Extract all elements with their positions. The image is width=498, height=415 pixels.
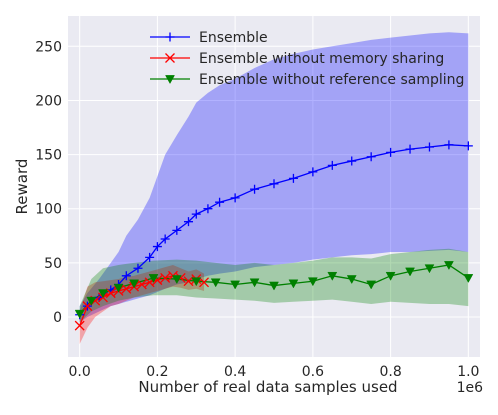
x-tick-label: 0.4 (224, 364, 246, 380)
y-tick-labels: 0 50 100 150 200 250 (35, 39, 62, 326)
series-marker-0 (405, 144, 415, 154)
series-marker-0 (152, 242, 162, 252)
legend-entry-0: Ensemble (199, 30, 268, 46)
x-tick-label: 0.0 (69, 364, 91, 380)
series-marker-2 (443, 261, 454, 270)
y-tick-label: 150 (35, 148, 62, 164)
series-marker-2 (463, 274, 474, 283)
series-marker-1 (160, 273, 171, 283)
x-tick-label: 0.6 (302, 364, 324, 380)
series-marker-2 (366, 280, 377, 290)
error-band-1 (79, 264, 205, 345)
series-marker-2 (269, 281, 279, 291)
x-tick-label: 0.8 (379, 364, 401, 380)
series-marker-2 (148, 274, 159, 283)
series-marker-2 (129, 279, 139, 289)
series-marker-1 (121, 283, 132, 294)
series-marker-2 (171, 275, 182, 285)
x-tick-label: 0.2 (146, 364, 168, 380)
series-marker-2 (346, 275, 357, 285)
series-marker-0 (327, 160, 337, 170)
series-marker-0 (133, 263, 143, 273)
series-marker-0 (160, 234, 170, 244)
series-marker-2 (424, 264, 435, 274)
series-marker-0 (191, 209, 201, 219)
y-tick-label: 250 (35, 39, 62, 55)
series-marker-0 (250, 184, 260, 194)
series-marker-2 (385, 271, 396, 281)
x-tick-labels: 0.0 0.2 0.4 0.6 0.8 1.0 (69, 364, 480, 380)
series-marker-2 (230, 280, 241, 290)
series-marker-0 (424, 142, 434, 152)
legend-entry-1: Ensemble without memory sharing (199, 51, 444, 67)
legend-marker-0 (165, 32, 175, 42)
series-marker-0 (308, 167, 318, 177)
series-marker-0 (288, 173, 298, 183)
series-marker-0 (444, 140, 454, 150)
series-marker-0 (269, 179, 279, 189)
series-marker-0 (386, 147, 396, 157)
series-marker-2 (249, 278, 260, 288)
x-axis-offset-label: 1e6 (457, 380, 484, 396)
series-marker-2 (307, 277, 318, 287)
legend-entry-2: Ensemble without reference sampling (199, 72, 464, 88)
series-marker-1 (183, 276, 194, 287)
series-markers (74, 140, 474, 331)
series-line-0 (79, 144, 469, 316)
series-marker-2 (74, 309, 85, 319)
series-marker-1 (199, 277, 209, 288)
series-marker-2 (405, 267, 415, 277)
series-marker-1 (136, 279, 147, 290)
series-marker-2 (288, 279, 299, 289)
y-axis-label: Reward (13, 159, 31, 215)
series-marker-0 (215, 197, 225, 207)
series-marker-2 (113, 283, 124, 293)
series-marker-0 (230, 193, 240, 203)
series-marker-2 (86, 296, 97, 306)
error-band-0 (79, 32, 469, 323)
legend-marker-2 (165, 75, 175, 85)
series-marker-0 (145, 252, 155, 262)
series-line-2 (79, 264, 469, 315)
x-tick-label: 1.0 (457, 364, 479, 380)
legend: Ensemble Ensemble without memory sharing E… (150, 30, 464, 88)
series-marker-1 (74, 320, 85, 331)
series-marker-0 (183, 217, 193, 227)
grid (68, 16, 480, 357)
y-tick-label: 200 (35, 93, 62, 109)
series-marker-2 (98, 289, 108, 299)
series-marker-0 (463, 141, 473, 151)
y-tick-label: 0 (53, 310, 62, 326)
series-marker-2 (210, 278, 221, 288)
x-axis-label: Number of real data samples used (138, 378, 397, 396)
y-tick-label: 100 (35, 202, 62, 218)
series-marker-0 (121, 271, 131, 281)
series-marker-0 (347, 156, 357, 166)
series-marker-0 (172, 225, 182, 235)
series-marker-0 (203, 204, 213, 214)
series-marker-2 (327, 271, 338, 281)
legend-marker-1 (165, 53, 175, 63)
series-marker-1 (105, 288, 116, 299)
y-tick-label: 50 (44, 256, 62, 272)
series-marker-2 (191, 277, 202, 287)
series-marker-0 (366, 152, 376, 162)
